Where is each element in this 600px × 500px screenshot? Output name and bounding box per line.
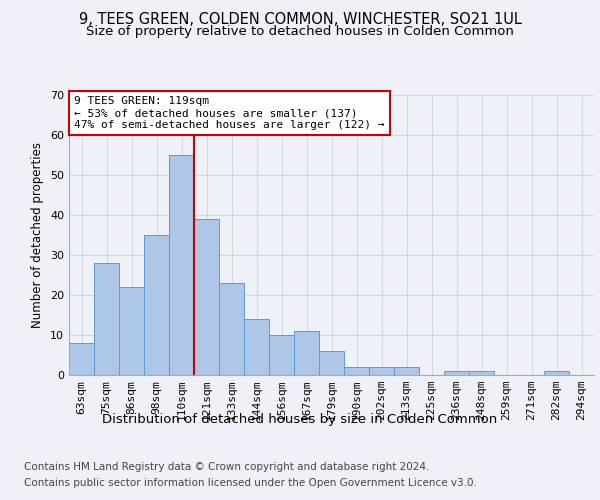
Bar xyxy=(244,319,269,375)
Bar xyxy=(219,283,244,375)
Bar xyxy=(269,335,294,375)
Bar xyxy=(444,371,469,375)
Bar xyxy=(294,331,319,375)
Bar xyxy=(194,219,219,375)
Bar xyxy=(369,367,394,375)
Y-axis label: Number of detached properties: Number of detached properties xyxy=(31,142,44,328)
Text: 9 TEES GREEN: 119sqm
← 53% of detached houses are smaller (137)
47% of semi-deta: 9 TEES GREEN: 119sqm ← 53% of detached h… xyxy=(74,96,385,130)
Text: Distribution of detached houses by size in Colden Common: Distribution of detached houses by size … xyxy=(103,412,497,426)
Bar xyxy=(169,155,194,375)
Bar xyxy=(94,263,119,375)
Text: Size of property relative to detached houses in Colden Common: Size of property relative to detached ho… xyxy=(86,25,514,38)
Bar xyxy=(119,287,144,375)
Text: Contains HM Land Registry data © Crown copyright and database right 2024.: Contains HM Land Registry data © Crown c… xyxy=(24,462,430,472)
Bar xyxy=(544,371,569,375)
Bar xyxy=(394,367,419,375)
Bar xyxy=(344,367,369,375)
Text: 9, TEES GREEN, COLDEN COMMON, WINCHESTER, SO21 1UL: 9, TEES GREEN, COLDEN COMMON, WINCHESTER… xyxy=(79,12,521,28)
Text: Contains public sector information licensed under the Open Government Licence v3: Contains public sector information licen… xyxy=(24,478,477,488)
Bar xyxy=(319,351,344,375)
Bar xyxy=(144,235,169,375)
Bar xyxy=(69,343,94,375)
Bar xyxy=(469,371,494,375)
